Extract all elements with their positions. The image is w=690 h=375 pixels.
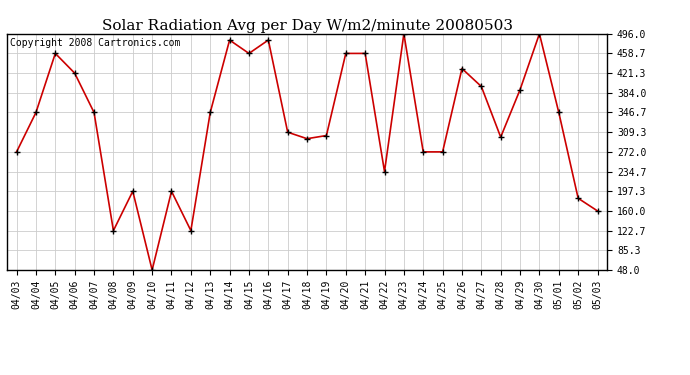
Text: Copyright 2008 Cartronics.com: Copyright 2008 Cartronics.com (10, 39, 180, 48)
Title: Solar Radiation Avg per Day W/m2/minute 20080503: Solar Radiation Avg per Day W/m2/minute … (101, 19, 513, 33)
